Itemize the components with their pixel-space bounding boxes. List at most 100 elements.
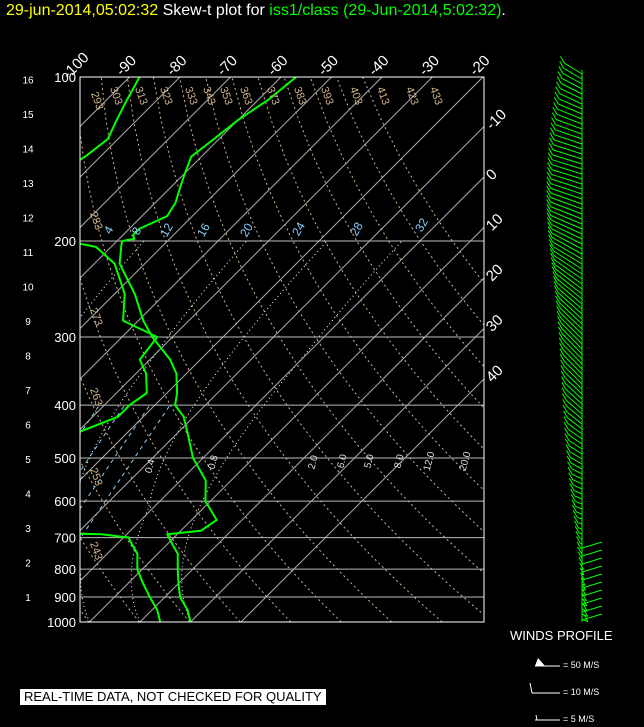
dry-adiabat-label: 313 — [132, 85, 150, 106]
moist-label: 6.0 — [335, 453, 349, 470]
dry-adiabat-line — [257, 77, 484, 450]
wind-barb-flag — [557, 316, 563, 324]
wind-barb — [570, 456, 583, 465]
wind-barb — [554, 129, 583, 140]
isotherms — [0, 77, 484, 622]
wind-barb — [550, 178, 583, 190]
wind-barb-flag — [555, 86, 561, 94]
wind-barb — [581, 541, 603, 549]
wind-barb — [552, 241, 583, 260]
winds-key-10: = 10 M/S — [563, 687, 600, 697]
wind-barb-flag — [576, 536, 581, 544]
dry-adiabat-label: 413 — [374, 85, 392, 106]
wind-barb — [580, 543, 583, 545]
wind-barb — [573, 490, 583, 495]
wind-barb — [550, 201, 583, 215]
isotherm-line — [240, 378, 484, 622]
wind-barb — [564, 371, 583, 390]
height-km-label: 13 — [22, 179, 34, 190]
wind-barb — [567, 422, 583, 435]
wind-barb — [564, 62, 583, 75]
wind-barb — [550, 219, 583, 235]
temperature-tick-label: 10 — [483, 211, 507, 235]
wind-barb — [552, 154, 583, 165]
wind-barb-flag — [546, 176, 552, 184]
dry-adiabat-line — [0, 77, 38, 622]
mixing-ratio-label: 12 — [157, 220, 176, 239]
wind-barb — [567, 428, 583, 440]
dry-adiabat-line — [100, 77, 393, 622]
wind-barb — [569, 451, 583, 460]
wind-barb-flag — [563, 421, 569, 430]
mixing-ratio-label: 24 — [289, 219, 308, 238]
dry-adiabat-label: 293 — [88, 90, 106, 111]
wind-barb — [550, 197, 583, 210]
height-km-label: 4 — [25, 490, 31, 501]
wind-barb-flag — [551, 112, 557, 120]
plot-frame — [79, 76, 485, 623]
wind-barb-flag — [560, 370, 566, 379]
dry-adiabat-label: 393 — [318, 85, 336, 106]
wind-barb-flag — [549, 137, 554, 146]
wind-barb-flag — [547, 162, 553, 170]
moist-label: 8.0 — [392, 453, 406, 470]
wind-barb — [568, 440, 583, 450]
wind-barb — [561, 77, 583, 90]
wind-barb — [552, 237, 583, 255]
wind-barb-flag — [553, 280, 559, 289]
dry-adiabat-line — [80, 276, 292, 622]
wind-barb-flag — [553, 101, 559, 110]
wind-barb-flag — [551, 117, 557, 125]
height-km-label: 9 — [25, 317, 31, 328]
wind-barb-flag — [560, 359, 566, 367]
wind-barb-flag — [577, 551, 583, 560]
wind-barb-flag — [582, 603, 588, 612]
dry-adiabat-label: 353 — [217, 85, 235, 106]
wind-barb-flag — [563, 416, 569, 424]
wind-barb-flag — [550, 127, 555, 136]
wind-barb — [565, 383, 583, 400]
wind-barb-flag — [568, 472, 574, 480]
wind-barb — [555, 273, 583, 295]
isotherm-line — [0, 77, 29, 622]
wind-barb-flag — [546, 212, 552, 221]
wind-barb — [552, 149, 583, 160]
dry-adiabat-line — [335, 77, 484, 326]
wind-barb — [558, 292, 583, 315]
wind-barb-flag — [569, 483, 575, 491]
wind-barb-flag — [550, 257, 556, 265]
moist-labels: 0.4 0.8 2.0 6.0 5.0 8.0 12.0 20.0 — [143, 450, 473, 474]
wind-barb — [551, 169, 583, 180]
wind-barb — [570, 462, 583, 470]
temperature-tick-label: -50 — [315, 52, 342, 79]
wind-barb-flag — [578, 557, 584, 565]
wind-barb-flag — [572, 504, 577, 513]
temperature-tick-label: -30 — [416, 52, 443, 79]
wind-barb — [558, 103, 583, 115]
wind-barb — [553, 144, 583, 155]
wind-barb-flag — [562, 404, 568, 413]
isotherm-line — [80, 176, 484, 582]
wind-barb — [559, 93, 583, 105]
isotherm-line — [80, 77, 383, 380]
wind-barb-flag — [547, 221, 553, 230]
wind-barb — [566, 400, 583, 415]
mixing-ratio-label: 20 — [237, 220, 256, 239]
mixing-ratio-lines — [80, 404, 171, 540]
wind-barb-flag — [574, 520, 579, 529]
wind-key-10-barb — [529, 682, 533, 694]
winds-profile — [546, 55, 603, 623]
wind-barb — [554, 259, 583, 280]
mixing-ratio-line — [80, 404, 151, 510]
isotherm-line — [80, 77, 433, 431]
wind-barb — [553, 250, 583, 270]
wind-barb — [562, 72, 583, 85]
wind-barb — [569, 445, 583, 455]
isotherm-line — [80, 77, 282, 279]
mixing-ratio-label: 28 — [347, 219, 366, 238]
header-station: iss1/class (29-Jun-2014,5:02:32) — [269, 2, 502, 19]
wind-barb — [579, 532, 583, 535]
dry-adiabat-label: 373 — [264, 85, 282, 106]
dry-adiabat-line — [205, 77, 484, 533]
